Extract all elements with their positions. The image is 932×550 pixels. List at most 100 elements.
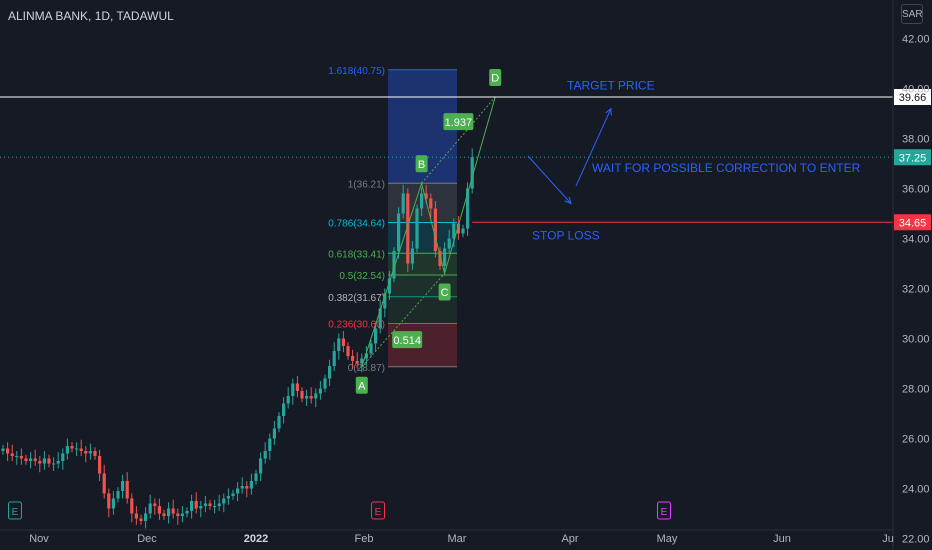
candle-body bbox=[102, 473, 106, 494]
candle-body bbox=[323, 378, 327, 389]
pattern-point-marker[interactable] bbox=[438, 283, 451, 301]
candle-body bbox=[226, 496, 230, 499]
candle-body bbox=[461, 228, 465, 234]
candle-body bbox=[130, 498, 134, 514]
candle-body bbox=[447, 238, 451, 249]
candle-body bbox=[65, 446, 69, 454]
candle-body bbox=[1, 448, 5, 451]
candle-body bbox=[79, 448, 83, 451]
candle-body bbox=[208, 503, 212, 506]
annotation-target-price[interactable]: TARGET PRICE bbox=[567, 79, 655, 93]
y-tick-label: 40.00 bbox=[902, 84, 930, 96]
candle-body bbox=[378, 308, 382, 329]
last-price-tag bbox=[894, 149, 931, 166]
candle-body bbox=[84, 451, 88, 454]
candle-body bbox=[125, 481, 129, 499]
candle-body bbox=[6, 448, 10, 454]
candle-body bbox=[300, 391, 304, 399]
candle-body bbox=[180, 513, 184, 516]
candle-body bbox=[199, 506, 203, 509]
bd-diagonal bbox=[421, 96, 496, 184]
candle-body bbox=[295, 383, 299, 391]
pattern-point-marker[interactable] bbox=[355, 376, 368, 394]
candle-body bbox=[254, 473, 258, 481]
candle-body bbox=[374, 328, 378, 344]
annotation-wait-correction[interactable]: WAIT FOR POSSIBLE CORRECTION TO ENTER bbox=[592, 161, 861, 175]
candle-body bbox=[153, 503, 157, 506]
x-tick-label: Mar bbox=[448, 533, 467, 545]
x-tick-label: Apr bbox=[561, 533, 578, 545]
y-tick-label: 30.00 bbox=[902, 334, 930, 346]
candle-body bbox=[15, 456, 19, 457]
candle-body bbox=[318, 388, 322, 394]
candle-body bbox=[217, 503, 221, 506]
fib-level-label: 1(36.21) bbox=[348, 179, 385, 190]
candle-body bbox=[47, 458, 51, 464]
horizontal-lines[interactable]: 39.66 37.25 34.65 bbox=[0, 89, 931, 231]
candle-body bbox=[236, 488, 240, 494]
pattern-ratio-badge bbox=[392, 331, 423, 349]
candle-body bbox=[341, 338, 345, 346]
x-tick-label: May bbox=[657, 533, 678, 545]
y-tick-label: 36.00 bbox=[902, 184, 930, 196]
candle-body bbox=[231, 493, 235, 496]
candle-body bbox=[272, 428, 276, 439]
currency-button[interactable]: SAR bbox=[901, 4, 923, 24]
abcd-pattern[interactable]: A B C D 0.514 1.937 bbox=[355, 69, 502, 394]
candle-body bbox=[383, 293, 387, 309]
candle-body bbox=[88, 451, 92, 454]
candle-body bbox=[56, 461, 60, 464]
candle-body bbox=[351, 356, 355, 361]
candle-body bbox=[19, 456, 23, 459]
earnings-event-label: E bbox=[661, 507, 668, 518]
annotation-stop-loss[interactable]: STOP LOSS bbox=[532, 229, 600, 243]
candle-body bbox=[282, 403, 286, 416]
candle-body bbox=[314, 393, 318, 399]
candle-body bbox=[309, 396, 313, 399]
fib-level-label: 0.618(33.41) bbox=[328, 249, 385, 260]
earnings-event-marker[interactable] bbox=[657, 501, 671, 520]
candle-body bbox=[29, 458, 33, 461]
candle-body bbox=[263, 451, 267, 459]
candle-body bbox=[410, 248, 414, 264]
pattern-point-label: C bbox=[441, 287, 449, 299]
candle-body bbox=[429, 198, 433, 209]
candle-body bbox=[249, 481, 253, 489]
x-tick-label: Nov bbox=[29, 533, 49, 545]
x-tick-label: Ju bbox=[882, 533, 894, 545]
fib-level-label: 0.382(31.67) bbox=[328, 293, 385, 304]
annotations[interactable]: TARGET PRICE WAIT FOR POSSIBLE CORRECTION… bbox=[8, 79, 861, 520]
candle-body bbox=[213, 506, 217, 507]
candle-body bbox=[167, 508, 171, 516]
x-tick-label: Dec bbox=[137, 533, 157, 545]
pattern-point-marker[interactable] bbox=[415, 155, 428, 173]
candle-body bbox=[203, 503, 207, 506]
candle-body bbox=[176, 513, 180, 516]
candle-body bbox=[360, 358, 364, 364]
candle-body bbox=[392, 251, 396, 279]
candle-body bbox=[369, 343, 373, 354]
candle-body bbox=[401, 193, 405, 214]
y-tick-label: 22.00 bbox=[902, 534, 930, 546]
candle-body bbox=[332, 351, 336, 366]
earnings-event-marker[interactable] bbox=[371, 501, 385, 520]
earnings-event-marker[interactable] bbox=[8, 501, 22, 520]
candle-body bbox=[470, 157, 474, 189]
candle-body bbox=[171, 508, 175, 514]
pattern-point-marker[interactable] bbox=[489, 69, 502, 86]
fibonacci-retracement[interactable]: 1.618(40.75) 1(36.21) 0.786(34.64) 0.618(33… bbox=[328, 66, 457, 374]
earnings-event-label: E bbox=[375, 507, 382, 518]
candle-body bbox=[107, 493, 111, 509]
x-tick-label: 2022 bbox=[244, 533, 268, 545]
pattern-point-label: A bbox=[358, 380, 366, 392]
arrow-correction[interactable] bbox=[527, 155, 572, 204]
arrow-up-target[interactable] bbox=[575, 108, 612, 187]
candle-body bbox=[452, 223, 456, 239]
candle-body bbox=[397, 213, 401, 251]
y-tick-label: 26.00 bbox=[902, 434, 930, 446]
candle-body bbox=[305, 396, 309, 399]
candle-body bbox=[328, 366, 332, 379]
candle-body bbox=[245, 486, 249, 489]
